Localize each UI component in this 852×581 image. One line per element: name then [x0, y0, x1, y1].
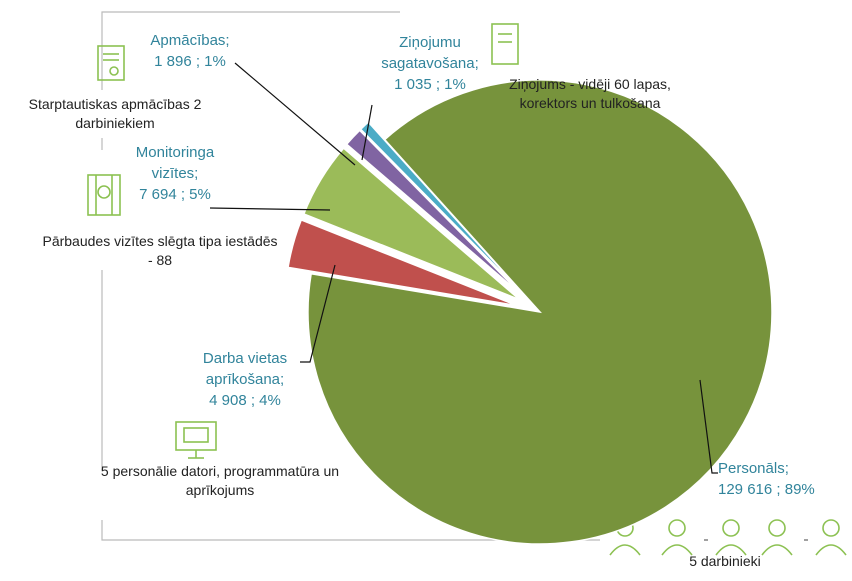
annotation: 5 personālie datori, programmatūra un ap… [100, 463, 340, 498]
category-label: Monitoringa vizītes; [135, 144, 215, 182]
category-label: Personāls; [718, 460, 789, 477]
category-label: Ziņojumu sagatavošana; [381, 34, 479, 72]
data-label: Personāls; 129 616 ; 89% [718, 458, 848, 500]
category-label: Apmācības; [150, 32, 230, 49]
data-label: Darba vietas aprīkošana; 4 908 ; 4% [180, 348, 310, 411]
pie-slice [307, 79, 773, 545]
annotation: Pārbaudes vizītes slēgta tipa iestādēs -… [42, 233, 278, 268]
pie-slice [345, 129, 524, 297]
category-label: Darba vietas aprīkošana; [202, 350, 288, 388]
value-label: 1 035 ; 1% [394, 76, 466, 93]
data-label: Monitoringa vizītes; 7 694 ; 5% [115, 142, 235, 205]
frame [101, 11, 600, 541]
icons [87, 23, 847, 556]
leader-lines [209, 62, 718, 474]
value-label: 129 616 ; 89% [718, 481, 815, 498]
data-label: Ziņojumu sagatavošana; 1 035 ; 1% [368, 32, 492, 95]
annotation: Ziņojums - vidēji 60 lapas, korektors un… [509, 76, 671, 111]
value-label: 7 694 ; 5% [139, 186, 211, 203]
value-label: 4 908 ; 4% [209, 392, 281, 409]
pie-slice [287, 219, 518, 307]
annotation: 5 darbinieki [689, 553, 761, 569]
value-label: 1 896 ; 1% [154, 53, 226, 70]
annotation: Starptautiskas apmācības 2 darbiniekiem [28, 96, 202, 131]
pie-slice [302, 147, 520, 301]
data-label: Apmācības; 1 896 ; 1% [130, 30, 250, 72]
